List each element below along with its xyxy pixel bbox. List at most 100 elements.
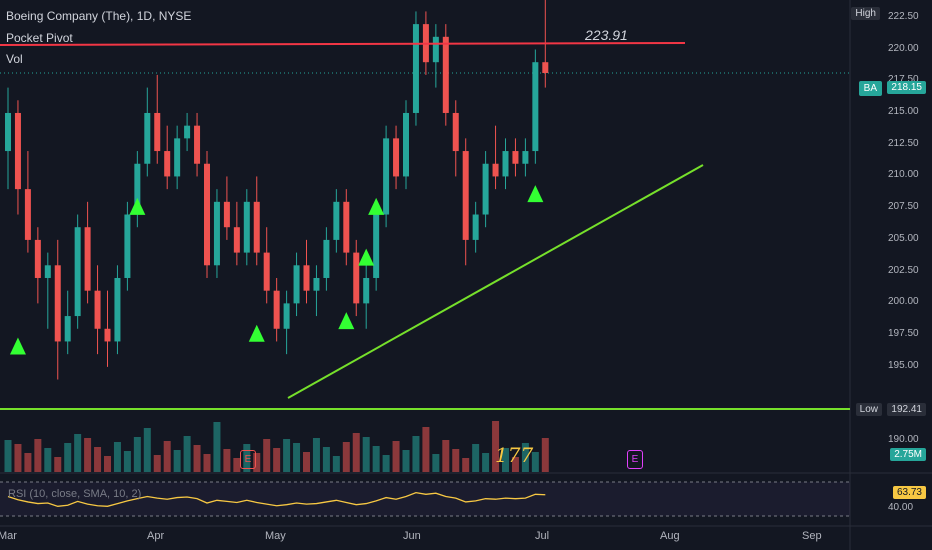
candle-body bbox=[313, 277, 320, 291]
price-tick-label: 197.50 bbox=[888, 328, 919, 340]
candle-body bbox=[472, 214, 479, 240]
volume-bar bbox=[482, 453, 490, 472]
volume-bar bbox=[502, 448, 509, 472]
candle bbox=[253, 176, 260, 266]
volume-bar bbox=[24, 453, 32, 472]
candle bbox=[94, 265, 101, 355]
volume-bar bbox=[392, 441, 400, 472]
candle-body bbox=[194, 125, 201, 164]
price-tick-label: 222.50 bbox=[888, 10, 919, 22]
earnings-marker-may[interactable]: E bbox=[240, 450, 256, 469]
volume-bar bbox=[203, 454, 211, 472]
volume-bar bbox=[382, 455, 390, 472]
volume-bar bbox=[372, 446, 380, 472]
volume-bar bbox=[183, 436, 191, 472]
candle-body bbox=[84, 227, 91, 291]
pocket-pivot-marker bbox=[129, 197, 146, 215]
volume-bar bbox=[54, 457, 62, 472]
volume-bar bbox=[253, 453, 261, 472]
candle-body bbox=[412, 24, 419, 113]
volume-bar bbox=[94, 447, 102, 472]
candle bbox=[393, 125, 400, 190]
high-tag: High bbox=[851, 7, 880, 20]
symbol-legend[interactable]: Boeing Company (The), 1D, NYSE bbox=[6, 9, 192, 23]
volume-bar bbox=[442, 440, 450, 472]
volume-bar bbox=[84, 438, 92, 472]
candle bbox=[154, 74, 161, 164]
candle-body bbox=[54, 265, 61, 342]
candle-body bbox=[273, 290, 280, 329]
candle-body bbox=[233, 227, 240, 253]
volume-bar bbox=[312, 438, 320, 472]
candle-body bbox=[253, 201, 260, 253]
price-tick-label: 205.00 bbox=[888, 232, 919, 244]
candle bbox=[194, 112, 201, 177]
candle bbox=[283, 290, 290, 355]
candle-body bbox=[134, 163, 141, 215]
volume-legend[interactable]: Vol bbox=[6, 52, 23, 66]
candle bbox=[303, 239, 310, 304]
candle-body bbox=[184, 125, 191, 139]
candle-body bbox=[393, 138, 400, 177]
candle bbox=[184, 112, 191, 152]
last-price-tag: 218.15 bbox=[887, 81, 926, 94]
rsi-pane bbox=[0, 481, 850, 517]
candle bbox=[383, 125, 390, 228]
candle bbox=[174, 125, 181, 190]
candle bbox=[34, 227, 41, 304]
volume-bar bbox=[213, 422, 221, 472]
candle bbox=[373, 201, 380, 291]
volume-bar bbox=[541, 438, 549, 472]
volume-bar bbox=[163, 441, 171, 472]
pocket-pivot-marker bbox=[527, 185, 544, 203]
candle-body bbox=[383, 138, 390, 215]
rsi-tick-label: 40.00 bbox=[888, 502, 914, 513]
pocket-pivot-legend[interactable]: Pocket Pivot bbox=[6, 31, 73, 45]
resistance-value-label[interactable]: 223.91 bbox=[585, 27, 628, 43]
volume-bar bbox=[14, 444, 22, 472]
time-tick-label: Mar bbox=[0, 530, 17, 542]
volume-bar bbox=[492, 421, 500, 472]
candle bbox=[74, 214, 81, 329]
candle bbox=[164, 125, 171, 190]
volume-bar bbox=[133, 437, 141, 472]
candle-body bbox=[174, 138, 181, 177]
candle-body bbox=[14, 112, 21, 190]
volume-bar bbox=[44, 448, 52, 472]
ascending-trendline bbox=[287, 164, 704, 399]
candle-body bbox=[542, 62, 549, 73]
rsi-legend[interactable]: RSI (10, close, SMA, 10, 2) bbox=[8, 488, 142, 500]
volume-bar bbox=[472, 444, 480, 472]
pocket-pivot-marker bbox=[248, 324, 265, 342]
candle bbox=[204, 151, 210, 278]
time-tick-label: Sep bbox=[802, 530, 822, 542]
candle-body bbox=[5, 112, 11, 152]
resistance-line bbox=[0, 42, 686, 46]
candle-body bbox=[263, 252, 270, 291]
candle-body bbox=[532, 62, 539, 152]
candle bbox=[432, 24, 439, 88]
volume-bar bbox=[422, 427, 430, 472]
candle bbox=[263, 227, 270, 304]
candle bbox=[502, 138, 509, 190]
candle-body bbox=[502, 151, 509, 177]
volume-bar bbox=[143, 428, 151, 472]
candle bbox=[363, 265, 370, 329]
volume-bar bbox=[511, 457, 519, 472]
earnings-marker-jul[interactable]: E bbox=[627, 450, 643, 469]
volume-bar bbox=[283, 439, 291, 472]
candle bbox=[273, 277, 280, 342]
candle bbox=[114, 265, 121, 355]
volume-bar bbox=[303, 452, 310, 472]
candle-body bbox=[64, 316, 71, 342]
volume-bar bbox=[332, 456, 340, 472]
rsi-band bbox=[0, 482, 850, 516]
price-tick-label: 220.00 bbox=[888, 42, 919, 54]
candle-body bbox=[223, 201, 230, 228]
pocket-pivot-marker bbox=[9, 337, 26, 355]
candle bbox=[353, 239, 360, 317]
candle bbox=[412, 11, 419, 126]
volume-bar bbox=[4, 440, 12, 472]
candle-body bbox=[283, 303, 290, 329]
